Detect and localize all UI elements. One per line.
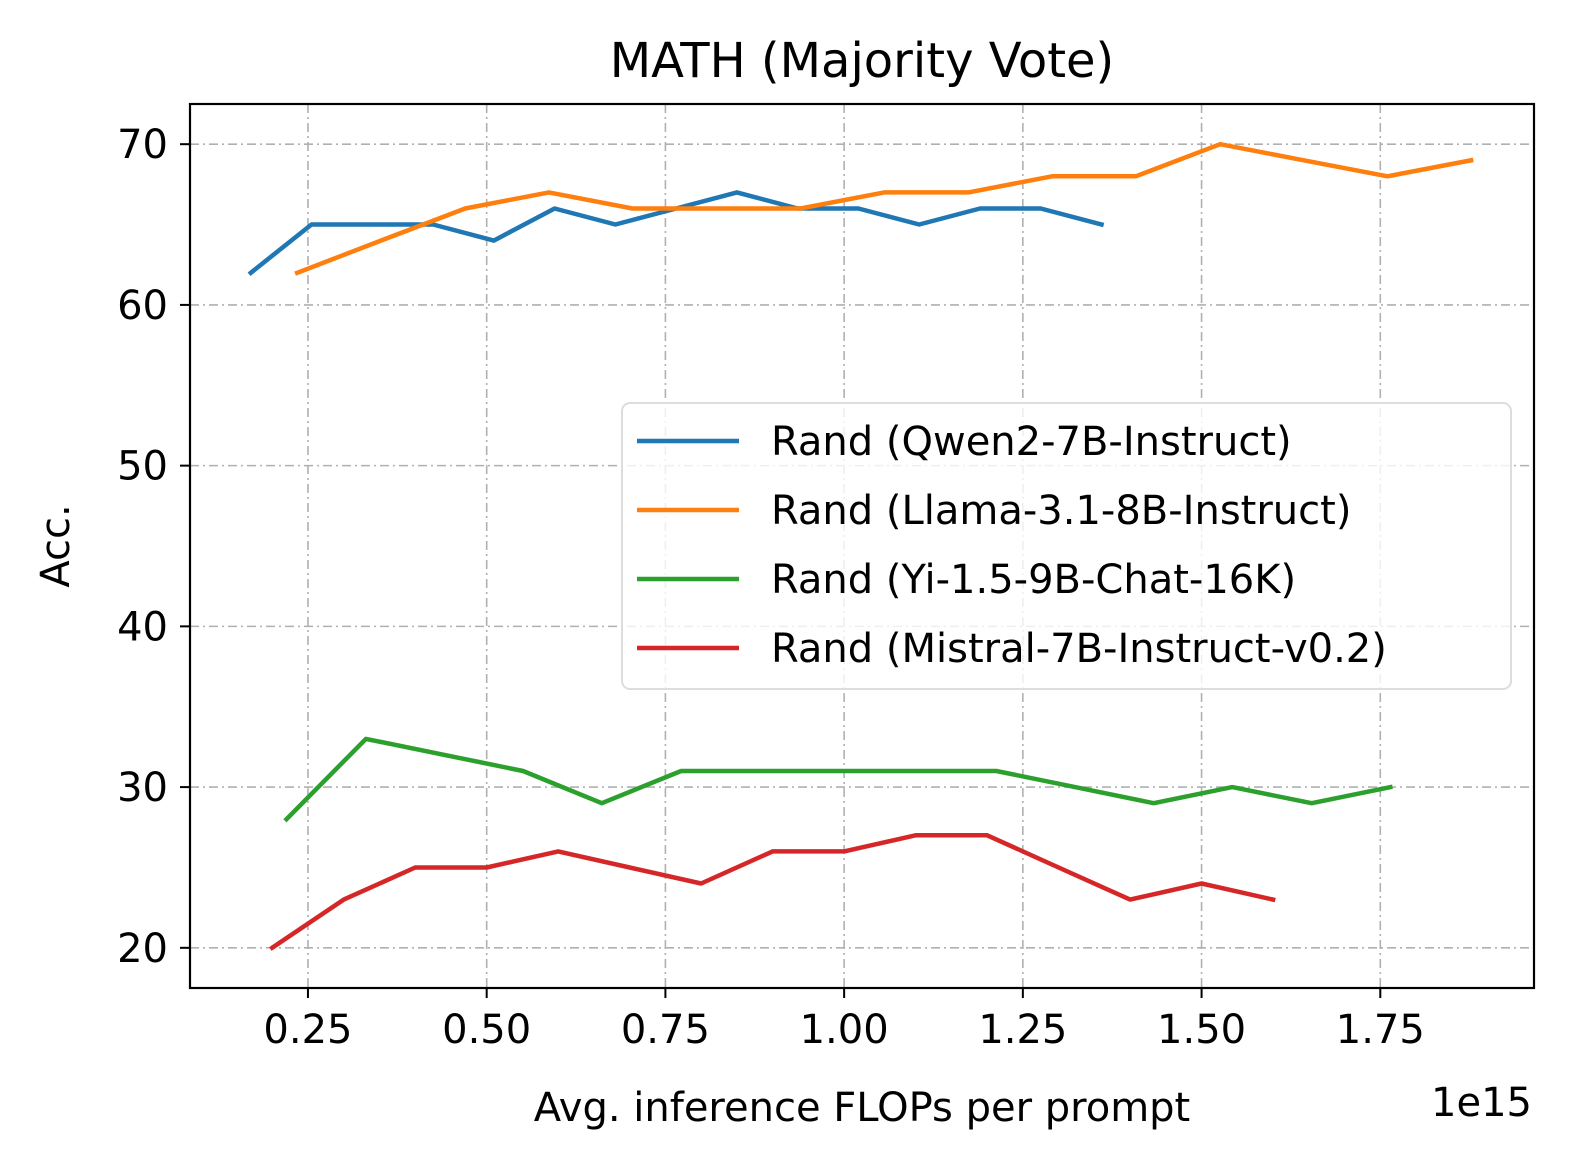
x-axis-offset-text: 1e15 (1431, 1080, 1532, 1126)
legend-label-1: Rand (Qwen2-7B-Instruct) (771, 419, 1292, 465)
series-group (247, 141, 1474, 951)
series-line-4 (269, 833, 1276, 951)
y-tick-label: 40 (117, 604, 168, 650)
x-tick-label: 1.00 (800, 1007, 889, 1053)
y-tick-label: 50 (117, 444, 168, 490)
axis-ticks: 0.25 0.50 0.75 1.00 1.25 1.50 1.75 20 30 40 50 60 70 (117, 122, 1425, 1053)
legend-label-3: Rand (Yi-1.5-9B-Chat-16K) (771, 557, 1296, 603)
legend-label-2: Rand (Llama-3.1-8B-Instruct) (771, 488, 1351, 534)
x-tick-label: 1.25 (978, 1007, 1067, 1053)
x-tick-label: 0.25 (263, 1007, 352, 1053)
legend-label-4: Rand (Mistral-7B-Instruct-v0.2) (771, 626, 1387, 672)
y-axis-label: Acc. (33, 504, 79, 587)
y-tick-label: 70 (117, 122, 168, 168)
x-tick-label: 0.50 (442, 1007, 531, 1053)
y-tick-label: 20 (117, 926, 168, 972)
x-axis-label: Avg. inference FLOPs per prompt (534, 1085, 1190, 1131)
legend: Rand (Qwen2-7B-Instruct) Rand (Llama-3.1-… (621, 402, 1512, 690)
x-tick-label: 1.75 (1336, 1007, 1425, 1053)
x-tick-label: 1.50 (1157, 1007, 1246, 1053)
series-line-3 (283, 736, 1393, 823)
chart-title: MATH (Majority Vote) (610, 33, 1115, 89)
legend-items: Rand (Qwen2-7B-Instruct) Rand (Llama-3.1-… (637, 419, 1387, 672)
y-tick-label: 30 (117, 765, 168, 811)
legend-box (621, 402, 1512, 690)
plot-frame (188, 102, 1536, 990)
x-tick-label: 0.75 (621, 1007, 710, 1053)
y-tick-label: 60 (117, 283, 168, 329)
series-line-2 (294, 141, 1474, 276)
